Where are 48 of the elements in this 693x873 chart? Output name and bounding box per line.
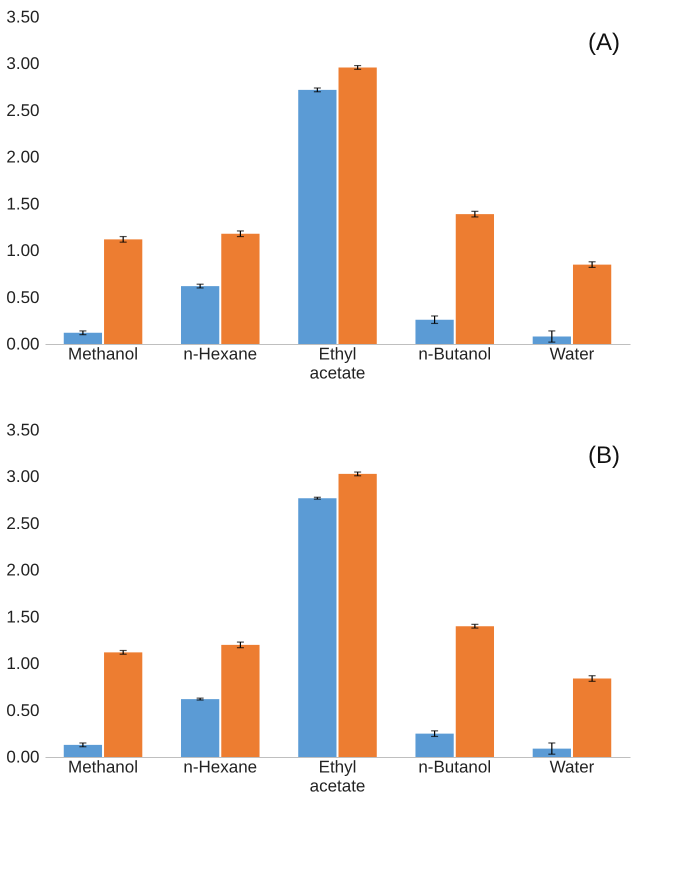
x-tick-label: Ethyl acetate	[310, 758, 366, 796]
bar	[180, 699, 220, 757]
annotation: (A)	[588, 29, 620, 56]
bar	[298, 498, 336, 757]
bar	[338, 474, 377, 757]
bar	[64, 332, 102, 344]
bar	[532, 748, 571, 757]
bar	[415, 320, 454, 344]
y-tick-label: 1.50	[6, 607, 40, 626]
y-tick-label: 2.50	[6, 100, 40, 120]
y-tick-label: 3.50	[6, 8, 40, 26]
bar	[221, 644, 260, 757]
bar	[572, 678, 612, 757]
bar	[180, 286, 220, 344]
y-tick-label: 1.00	[6, 241, 40, 260]
bar	[64, 744, 102, 757]
bar	[298, 90, 336, 344]
x-tick-label: Methanol	[68, 758, 138, 776]
bar	[104, 239, 142, 344]
y-tick-label: 2.00	[6, 560, 40, 580]
bar	[221, 234, 260, 344]
annotation: (B)	[588, 442, 620, 469]
y-tick-label: 0.50	[6, 288, 40, 307]
x-tick-label: n-Hexane	[183, 344, 258, 364]
y-tick-label: 0.00	[6, 334, 40, 354]
x-tick-label: Water	[550, 344, 595, 364]
bar	[456, 626, 494, 757]
x-tick-label: n-Butanol	[418, 758, 492, 776]
x-tick-label: n-Hexane	[183, 758, 258, 776]
x-tick-label: Ethyl acetate	[310, 344, 366, 382]
y-tick-label: 1.50	[6, 194, 40, 214]
y-tick-label: 3.00	[6, 54, 40, 74]
y-tick-label: 2.50	[6, 514, 40, 533]
bar	[572, 264, 612, 344]
y-tick-label: 0.50	[6, 700, 40, 720]
x-tick-label: Water	[550, 758, 595, 776]
bar	[415, 734, 454, 757]
y-tick-label: 0.00	[6, 748, 40, 766]
bar	[104, 652, 142, 757]
bar	[456, 214, 494, 344]
bar	[532, 336, 571, 344]
y-tick-label: 3.50	[6, 420, 40, 440]
x-tick-label: n-Butanol	[418, 344, 492, 364]
y-tick-label: 1.00	[6, 654, 40, 674]
bar	[338, 67, 377, 344]
x-tick-label: Methanol	[68, 344, 138, 364]
y-tick-label: 3.00	[6, 467, 40, 486]
y-tick-label: 2.00	[6, 148, 40, 167]
